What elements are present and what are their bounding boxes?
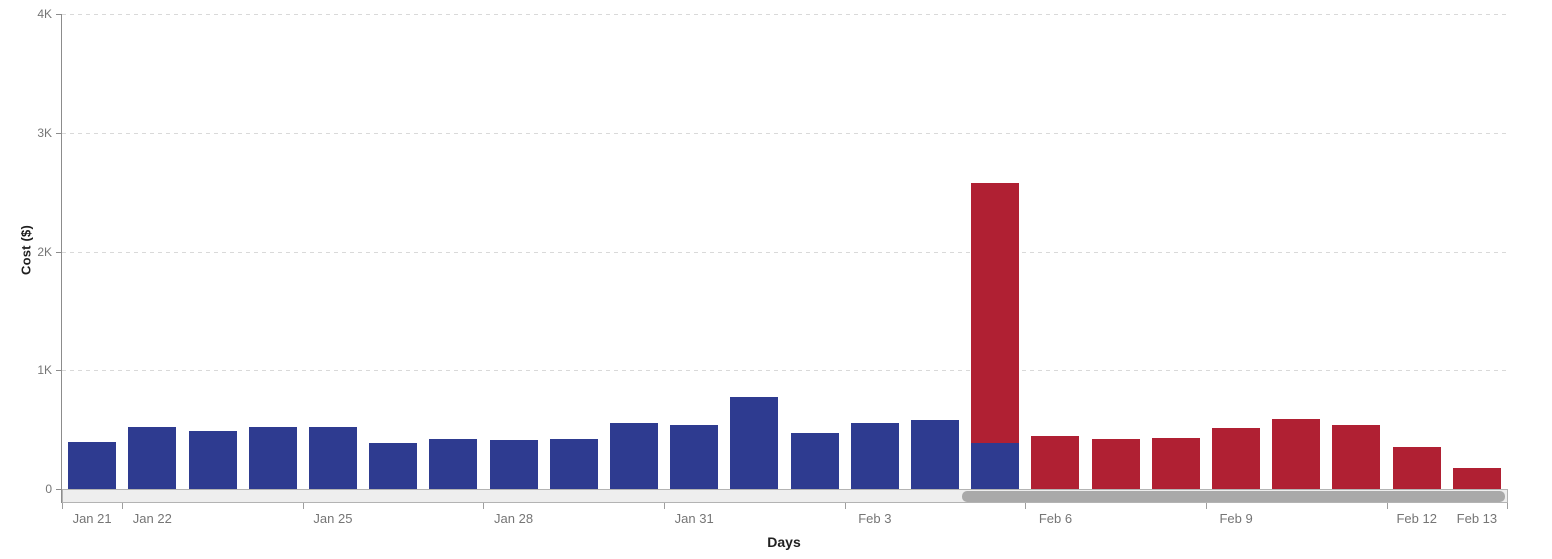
x-axis-tick-13 [844, 503, 846, 509]
x-axis-label-jan-25: Jan 25 [313, 511, 353, 526]
bar-jan-30-normal[interactable] [609, 423, 658, 489]
x-axis-tick-19 [1205, 503, 1207, 509]
bar-feb-3-normal[interactable] [850, 423, 899, 489]
x-axis-label-jan-21: Jan 21 [72, 511, 112, 526]
bar-feb-5-normal[interactable] [971, 442, 1020, 489]
bar-feb-2-normal[interactable] [790, 433, 839, 489]
plot-area [62, 14, 1507, 489]
y-axis-tick-0 [56, 489, 62, 490]
bar-feb-8-anomaly[interactable] [1151, 437, 1200, 489]
grid-line-3k [62, 132, 1507, 134]
grid-line-4k [62, 14, 1507, 15]
x-axis-label-feb-6: Feb 6 [1038, 511, 1073, 526]
x-axis-tick-10 [664, 503, 666, 509]
x-axis-label-jan-22: Jan 22 [132, 511, 172, 526]
x-axis-tick-22 [1386, 503, 1388, 509]
grid-line-2k [62, 251, 1507, 253]
scrollbar-thumb[interactable] [961, 491, 1505, 502]
bar-feb-10-anomaly[interactable] [1272, 418, 1321, 489]
y-axis-line [61, 14, 62, 503]
x-axis-tick-7 [483, 503, 485, 509]
x-axis-title: Days [767, 534, 801, 550]
y-axis-label-3k: 3K [37, 125, 52, 140]
bar-feb-7-anomaly[interactable] [1091, 438, 1140, 489]
bar-feb-1-normal[interactable] [730, 396, 779, 489]
bar-feb-13-anomaly[interactable] [1452, 468, 1501, 489]
bar-jan-24-normal[interactable] [248, 427, 297, 489]
bar-jan-25-normal[interactable] [308, 426, 357, 489]
x-axis-tick-4 [302, 503, 304, 509]
bar-jan-23-normal[interactable] [188, 431, 237, 489]
y-axis-label-4k: 4K [37, 7, 52, 21]
bar-feb-5-anomaly[interactable] [971, 182, 1020, 443]
bar-jan-22-normal[interactable] [128, 426, 177, 489]
bar-feb-12-anomaly[interactable] [1392, 446, 1441, 489]
y-axis-tick-3k [56, 132, 62, 134]
bar-jan-31-normal[interactable] [670, 424, 719, 489]
y-axis-label-1k: 1K [37, 363, 52, 378]
x-axis-tick-1 [122, 503, 124, 509]
y-axis-label-2k: 2K [37, 244, 52, 259]
bar-jan-28-normal[interactable] [489, 440, 538, 489]
y-axis-tick-2k [56, 251, 62, 253]
y-axis-tick-1k [56, 370, 62, 372]
x-axis-label-feb-12: Feb 12 [1396, 511, 1437, 526]
x-axis-label-jan-28: Jan 28 [494, 511, 534, 526]
bar-jan-21-normal[interactable] [68, 441, 117, 489]
grid-line-1k [62, 370, 1507, 372]
bar-feb-11-anomaly[interactable] [1332, 425, 1381, 489]
bar-feb-9-anomaly[interactable] [1212, 427, 1261, 489]
bar-jan-26-normal[interactable] [369, 442, 418, 489]
x-axis-label-feb-3: Feb 3 [858, 511, 892, 526]
y-axis-label-0: 0 [45, 482, 52, 496]
x-axis-label-feb-13: Feb 13 [1456, 511, 1498, 526]
x-axis-tick-24 [1507, 503, 1508, 509]
bar-jan-27-normal[interactable] [429, 439, 478, 489]
x-axis-tick-16 [1025, 503, 1027, 509]
x-axis-label-feb-9: Feb 9 [1219, 511, 1253, 526]
y-axis-tick-4k [56, 14, 62, 15]
bar-jan-29-normal[interactable] [549, 439, 598, 489]
x-axis-tick-0 [62, 503, 63, 509]
bar-feb-6-anomaly[interactable] [1031, 436, 1080, 489]
x-axis-label-jan-31: Jan 31 [674, 511, 714, 526]
bar-feb-4-normal[interactable] [911, 419, 960, 489]
